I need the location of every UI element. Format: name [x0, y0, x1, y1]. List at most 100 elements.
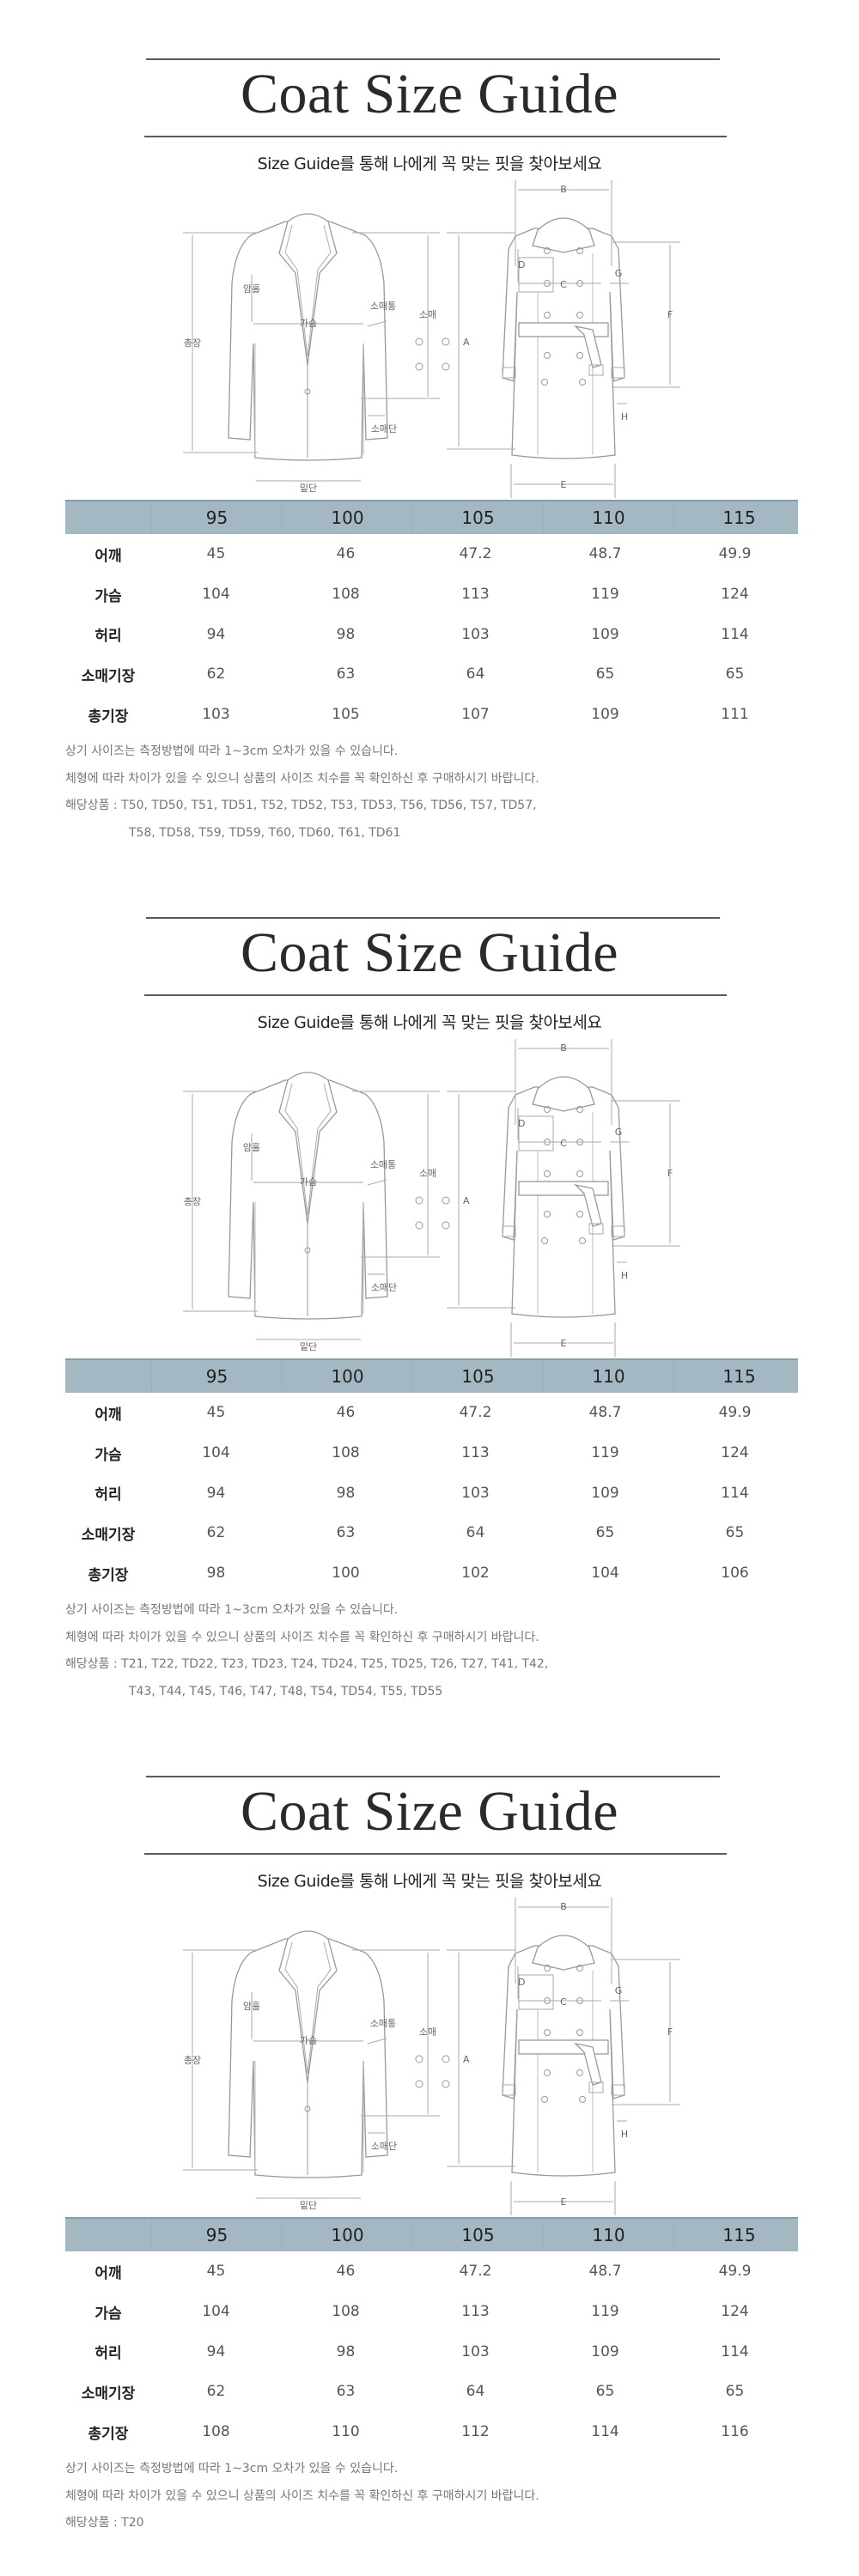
note-line: T58, TD58, T59, TD59, T60, TD60, T61, TD… — [129, 825, 401, 840]
table-cell: 65 — [595, 2383, 615, 2401]
size-table: 95 100 105 110 115 어깨 45 46 47.2 48.7 49.9 가슴 104 10… — [65, 1358, 798, 1593]
table-row: 가슴 104 108 113 119 124 — [65, 2292, 798, 2332]
table-cell: 47.2 — [459, 545, 492, 563]
trench-coat-measure-lines — [447, 1898, 680, 2215]
table-cell: 112 — [461, 2423, 490, 2441]
table-cell: 114 — [721, 625, 749, 643]
trench-coat-measure-lines — [447, 1039, 680, 1357]
table-cell: 62 — [206, 1524, 226, 1542]
table-cell: 49.9 — [718, 2263, 752, 2281]
diagram-label-total_length: 총장 — [184, 2055, 201, 2066]
header-blank — [65, 1360, 151, 1393]
size-table-header: 95 100 105 110 115 — [65, 1358, 798, 1393]
row-label: 총기장 — [88, 1566, 129, 1584]
table-cell: 45 — [206, 545, 226, 563]
trench-coat-measure-lines — [447, 180, 680, 498]
size-header-cell: 115 — [673, 1360, 804, 1393]
diagram-label-f: F — [667, 309, 673, 320]
table-cell: 63 — [336, 1524, 356, 1542]
table-cell: 113 — [461, 586, 490, 604]
row-label: 총기장 — [88, 2425, 129, 2443]
table-cell: 103 — [461, 2342, 490, 2360]
diagram-label-a: A — [463, 1195, 470, 1206]
table-cell: 62 — [206, 2383, 226, 2401]
diagram-label-sleeve: 소매 — [419, 2026, 436, 2038]
diagram-label-armhole: 암홀 — [243, 2001, 260, 2012]
trench-coat-illustration — [502, 217, 625, 459]
table-cell: 104 — [202, 2303, 230, 2321]
table-cell: 109 — [591, 1484, 619, 1502]
table-cell: 63 — [336, 665, 356, 683]
table-cell: 62 — [206, 665, 226, 683]
size-guide-section: Coat Size Guide Size Guide를 통해 나에게 꼭 맞는 … — [0, 859, 859, 1717]
table-cell: 46 — [336, 545, 356, 563]
row-label: 허리 — [94, 2345, 122, 2363]
table-cell: 63 — [336, 2383, 356, 2401]
table-cell: 47.2 — [459, 2263, 492, 2281]
table-cell: 48.7 — [588, 545, 622, 563]
tailored-coat-measure-lines — [183, 232, 450, 482]
table-cell: 114 — [591, 2423, 619, 2441]
table-cell: 65 — [595, 665, 615, 683]
trench-coat-illustration — [502, 1076, 625, 1318]
row-label: 허리 — [94, 1486, 122, 1504]
size-header-cell: 110 — [543, 2219, 673, 2251]
section-subtitle: Size Guide를 통해 나에게 꼭 맞는 핏을 찾아보세요 — [257, 1872, 602, 1891]
size-notes: 상기 사이즈는 측정방법에 따라 1~3cm 오차가 있을 수 있습니다. 체형에… — [65, 1600, 548, 1708]
diagram-label-h: H — [621, 1270, 628, 1281]
table-cell: 94 — [206, 625, 226, 643]
table-row: 소매기장 62 63 64 65 65 — [65, 1513, 798, 1553]
table-cell: 98 — [336, 625, 356, 643]
table-cell: 107 — [461, 706, 490, 724]
table-cell: 49.9 — [718, 545, 752, 563]
table-row: 어깨 45 46 47.2 48.7 49.9 — [65, 1393, 798, 1433]
note-line: 해당상품 : T20 — [65, 2516, 144, 2530]
diagram-label-chest: 가슴 — [300, 1176, 317, 1188]
size-header-cell: 100 — [282, 2219, 412, 2251]
section-title: Coat Size Guide — [240, 921, 619, 984]
size-table: 95 100 105 110 115 어깨 45 46 47.2 48.7 49.9 가슴 104 10… — [65, 500, 798, 734]
size-header-cell: 110 — [543, 1360, 673, 1393]
table-cell: 48.7 — [588, 1404, 622, 1422]
note-line: T43, T44, T45, T46, T47, T48, T54, TD54,… — [129, 1684, 443, 1698]
row-label: 어깨 — [94, 547, 122, 565]
table-cell: 106 — [721, 1564, 749, 1583]
table-row: 소매기장 62 63 64 65 65 — [65, 2372, 798, 2412]
size-header-cell: 95 — [151, 1360, 282, 1393]
size-header-cell: 95 — [151, 2219, 282, 2251]
table-cell: 124 — [721, 1444, 749, 1462]
table-cell: 108 — [332, 586, 360, 604]
row-label: 소매기장 — [81, 667, 136, 685]
table-cell: 98 — [206, 1564, 226, 1583]
note-line: 상기 사이즈는 측정방법에 따라 1~3cm 오차가 있을 수 있습니다. — [65, 2462, 399, 2476]
table-cell: 124 — [721, 2303, 749, 2321]
diagram-label-b: B — [560, 1042, 567, 1054]
row-label: 소매기장 — [81, 1526, 136, 1544]
table-cell: 119 — [591, 2303, 619, 2321]
table-cell: 103 — [202, 706, 230, 724]
row-label: 가슴 — [94, 1446, 122, 1464]
table-cell: 108 — [202, 2423, 230, 2441]
size-header-cell: 110 — [543, 501, 673, 534]
table-cell: 64 — [466, 665, 485, 683]
diagram-label-a: A — [463, 337, 470, 348]
table-row: 허리 94 98 103 109 114 — [65, 2331, 798, 2372]
diagram-label-g: G — [615, 1127, 623, 1138]
table-cell: 45 — [206, 2263, 226, 2281]
diagram-label-g: G — [615, 1985, 623, 1996]
table-cell: 98 — [336, 1484, 356, 1502]
table-cell: 46 — [336, 2263, 356, 2281]
table-cell: 109 — [591, 625, 619, 643]
table-cell: 104 — [202, 1444, 230, 1462]
table-row: 소매기장 62 63 64 65 65 — [65, 654, 798, 695]
note-line: 해당상품 : T21, T22, TD22, T23, TD23, T24, T… — [65, 1657, 549, 1671]
row-label: 총기장 — [88, 708, 129, 726]
table-cell: 94 — [206, 1484, 226, 1502]
row-label: 어깨 — [94, 2264, 122, 2282]
diagram-label-e: E — [561, 479, 567, 490]
table-cell: 124 — [721, 586, 749, 604]
table-cell: 119 — [591, 586, 619, 604]
